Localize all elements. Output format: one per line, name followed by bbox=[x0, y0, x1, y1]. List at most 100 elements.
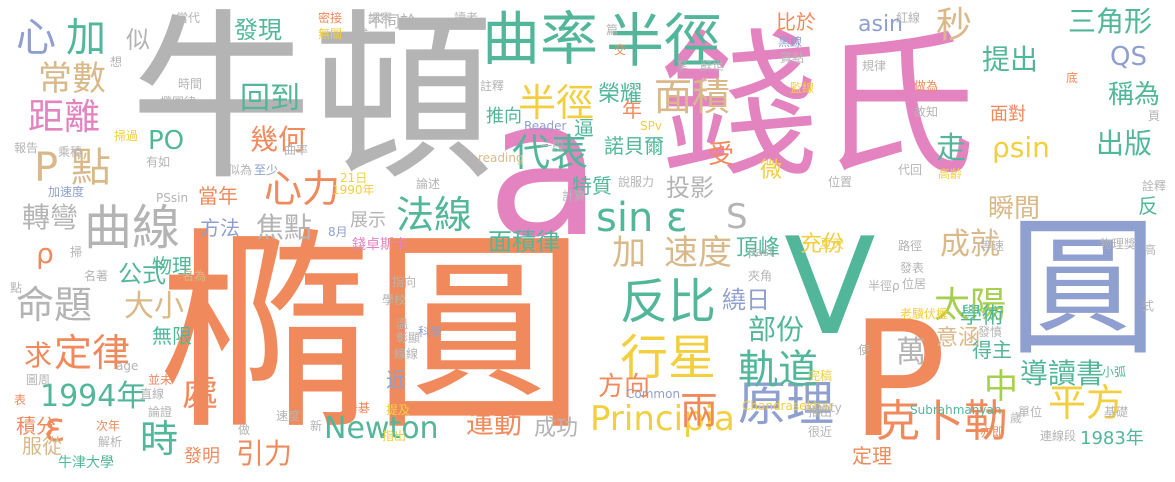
word: 掃過 bbox=[114, 129, 139, 143]
word: 代表 bbox=[512, 131, 589, 175]
word: 意涵 bbox=[936, 326, 981, 351]
word: 常數 bbox=[38, 59, 106, 99]
word: 加 bbox=[612, 233, 646, 273]
word: 發明 bbox=[184, 446, 220, 467]
word: 圓 bbox=[1008, 202, 1159, 376]
word: 學校 bbox=[382, 293, 407, 307]
word: 充份 bbox=[800, 232, 845, 257]
word: 1990年 bbox=[332, 183, 375, 197]
word: 逼 bbox=[574, 116, 594, 140]
word: 半徑 bbox=[606, 7, 723, 75]
word: Common bbox=[626, 387, 681, 401]
word: 似 bbox=[126, 26, 150, 54]
word: 定理 bbox=[852, 444, 892, 468]
word: Chandrasekhar bbox=[742, 399, 834, 413]
word: Newton bbox=[324, 411, 439, 446]
word: 秒 bbox=[936, 5, 973, 46]
word: Reader bbox=[524, 119, 567, 133]
word: 享 bbox=[676, 59, 689, 73]
word: 做 bbox=[238, 423, 251, 437]
word: 做為 bbox=[914, 79, 939, 93]
word: 8月 bbox=[328, 225, 348, 239]
word: 牛津大學 bbox=[58, 455, 114, 471]
word: 彰顯 bbox=[396, 331, 421, 345]
word: 反 bbox=[1138, 194, 1158, 218]
word: 註釋 bbox=[480, 79, 505, 93]
word: 夾角 bbox=[748, 269, 773, 283]
word: 行星 bbox=[620, 330, 717, 386]
word: 學術 bbox=[960, 304, 1005, 329]
word: 特質 bbox=[572, 174, 612, 198]
word: 方向 bbox=[598, 372, 651, 402]
word: 運動 bbox=[466, 407, 523, 440]
word: 當年 bbox=[198, 184, 238, 208]
word: 高 bbox=[1144, 243, 1157, 257]
word: 位置 bbox=[828, 175, 853, 189]
word: 計算 bbox=[562, 189, 587, 203]
word: 處 bbox=[182, 373, 219, 414]
word: QS bbox=[1110, 42, 1147, 72]
word: 論述 bbox=[416, 177, 441, 191]
word: S bbox=[726, 197, 748, 237]
word: eighty bbox=[804, 401, 842, 415]
word: 發表 bbox=[900, 261, 925, 275]
word: 反比 bbox=[620, 274, 717, 330]
word: 橢圓 bbox=[158, 210, 586, 459]
word: 科學 bbox=[418, 325, 443, 339]
word: 密接 bbox=[318, 11, 343, 25]
word: 幾何 bbox=[250, 123, 307, 156]
word: 成就 bbox=[940, 227, 1000, 262]
word: 次年 bbox=[96, 419, 121, 433]
word: 點 bbox=[10, 281, 23, 295]
word: 求 bbox=[24, 339, 53, 372]
word: 有如 bbox=[146, 155, 171, 169]
word: 面積律 bbox=[488, 228, 560, 256]
word: 公式 bbox=[118, 260, 166, 288]
word: 垂碁 bbox=[346, 401, 371, 415]
word: 積分 bbox=[16, 414, 56, 438]
word: 等速 bbox=[980, 239, 1005, 253]
word: 黑線 bbox=[778, 35, 803, 49]
word: 監線 bbox=[790, 81, 815, 95]
word: 紅線 bbox=[896, 11, 921, 25]
word: 三角形 bbox=[1068, 5, 1153, 38]
word: 物理獎 bbox=[1100, 237, 1137, 251]
word: 連線段 bbox=[1040, 429, 1077, 443]
word: 代回 bbox=[898, 163, 923, 177]
word: SPv bbox=[640, 119, 662, 133]
word: 基礎 bbox=[1104, 405, 1129, 419]
word: 小弧 bbox=[1102, 365, 1127, 379]
word: 成功 bbox=[534, 416, 579, 441]
word: 當代 bbox=[176, 11, 201, 25]
word: 高齡 bbox=[938, 167, 963, 181]
word: 似為 bbox=[228, 163, 253, 177]
word: 乘積 bbox=[58, 145, 83, 159]
word: age bbox=[116, 359, 139, 373]
word: 掃 bbox=[70, 245, 83, 259]
word: Principia bbox=[590, 399, 735, 439]
word: 21日 bbox=[340, 171, 368, 185]
word: P 點 bbox=[34, 145, 111, 191]
word: 得主 bbox=[972, 338, 1012, 362]
word: Subrahmanyan bbox=[910, 403, 1002, 417]
word: 發憤 bbox=[978, 325, 1003, 339]
word: 導讀書 bbox=[1020, 357, 1105, 390]
word: 完稿 bbox=[808, 369, 833, 383]
word: 諾貝爾 bbox=[604, 134, 664, 158]
word: reading bbox=[478, 151, 524, 165]
word: PSsin bbox=[156, 191, 189, 205]
word: 一段 bbox=[540, 139, 565, 153]
word: 命題 bbox=[16, 283, 93, 327]
word: 交 bbox=[614, 43, 627, 57]
word: 線線 bbox=[394, 347, 419, 361]
word: 心力 bbox=[264, 167, 341, 211]
word: ε bbox=[44, 405, 66, 451]
word: 規律 bbox=[862, 59, 887, 73]
word: 橢圓律 bbox=[160, 95, 197, 109]
word: 微 bbox=[760, 158, 783, 183]
word: 錢卓斯卡 bbox=[352, 237, 408, 253]
word: 面積 bbox=[654, 75, 731, 119]
word: 原理 bbox=[738, 376, 835, 432]
word: 並未 bbox=[148, 373, 173, 387]
word: 加 bbox=[66, 15, 106, 61]
